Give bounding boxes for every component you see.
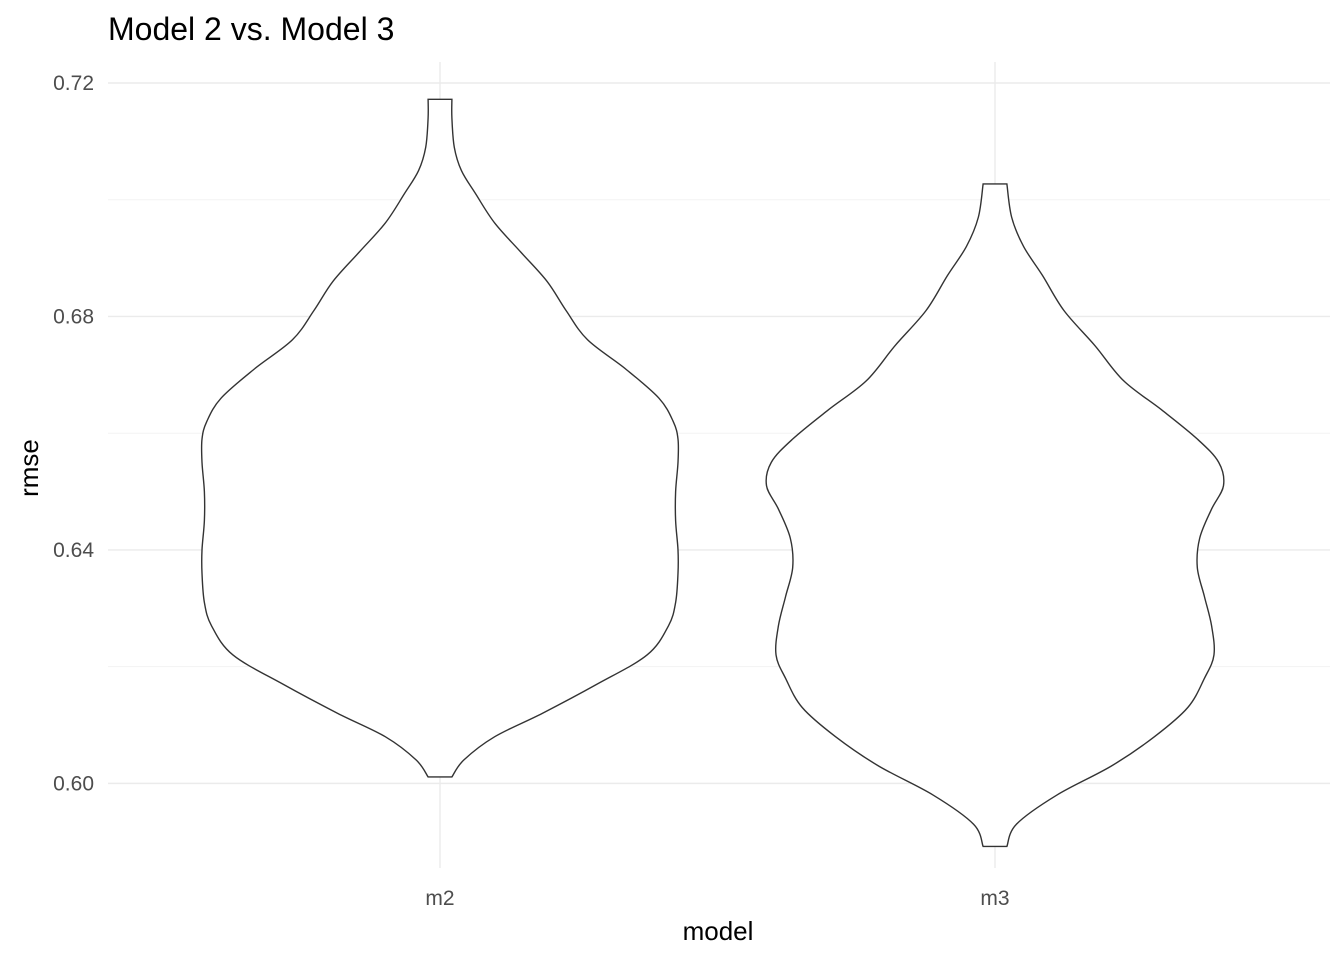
violin-m3: [765, 183, 1225, 848]
chart-title: Model 2 vs. Model 3: [108, 11, 394, 47]
y-tick-label: 0.68: [53, 305, 94, 328]
y-tick-label: 0.64: [53, 539, 94, 562]
y-axis-title: rmse: [14, 439, 44, 497]
x-axis-title: model: [683, 916, 754, 946]
y-tick-label: 0.72: [53, 72, 94, 95]
x-axis-ticks: m2 m3: [425, 887, 1009, 910]
y-tick-label: 0.60: [53, 772, 94, 795]
violins: [200, 98, 1225, 848]
y-axis-ticks: 0.60 0.64 0.68 0.72: [53, 72, 94, 795]
x-tick-label: m2: [425, 887, 454, 910]
violin-m2: [200, 98, 680, 778]
x-tick-label: m3: [980, 887, 1009, 910]
